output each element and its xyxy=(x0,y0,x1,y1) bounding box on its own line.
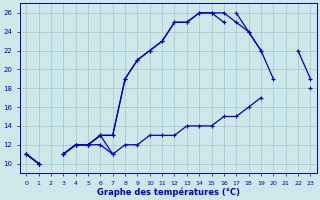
X-axis label: Graphe des températures (°C): Graphe des températures (°C) xyxy=(97,187,240,197)
